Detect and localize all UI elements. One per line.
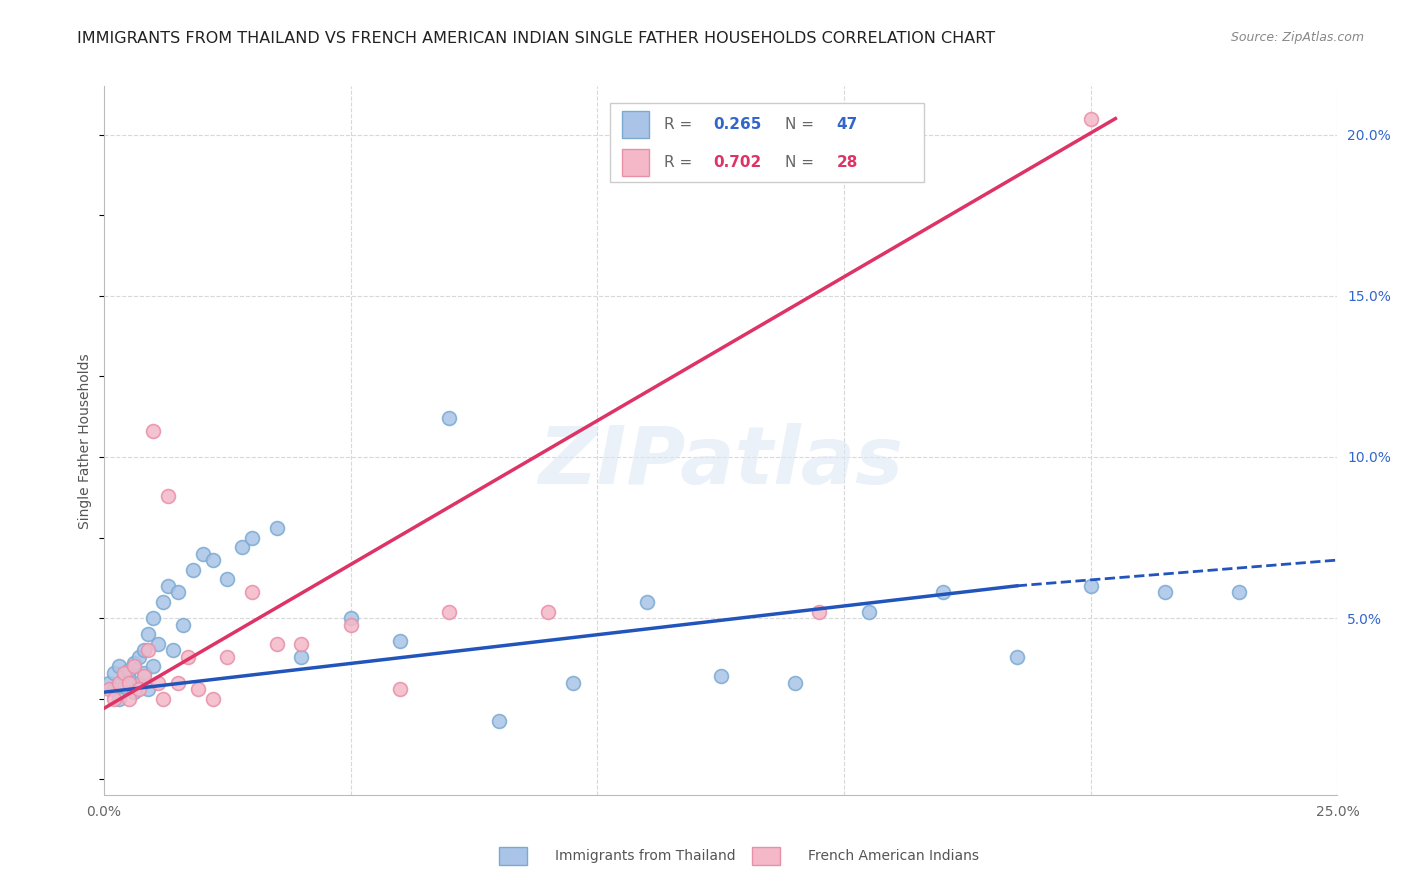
Point <box>148 637 170 651</box>
Point <box>152 691 174 706</box>
Text: 47: 47 <box>837 118 858 132</box>
Point <box>157 579 180 593</box>
Point <box>389 633 412 648</box>
Text: 0.702: 0.702 <box>713 154 762 169</box>
Point <box>201 553 224 567</box>
Point <box>561 675 583 690</box>
Point <box>103 665 125 680</box>
Point <box>1005 649 1028 664</box>
Point <box>266 637 288 651</box>
Point <box>148 675 170 690</box>
Point <box>217 649 239 664</box>
Point <box>128 681 150 696</box>
Point <box>240 531 263 545</box>
Point <box>290 649 312 664</box>
Point <box>157 489 180 503</box>
Point <box>162 643 184 657</box>
Point <box>103 681 125 696</box>
Point <box>122 656 145 670</box>
Point <box>118 675 141 690</box>
Point <box>537 605 560 619</box>
Point <box>98 675 121 690</box>
Point <box>439 605 461 619</box>
Point <box>1080 579 1102 593</box>
Point <box>240 585 263 599</box>
Point <box>389 681 412 696</box>
Text: N =: N = <box>785 154 818 169</box>
Point <box>128 649 150 664</box>
Point <box>112 665 135 680</box>
Point <box>142 424 165 438</box>
Text: ZIPatlas: ZIPatlas <box>538 423 903 501</box>
Bar <box>621 112 650 138</box>
Point <box>112 679 135 693</box>
Point <box>112 669 135 683</box>
Point <box>488 714 510 728</box>
Text: 28: 28 <box>837 154 858 169</box>
Point <box>439 411 461 425</box>
Point <box>152 595 174 609</box>
Text: R =: R = <box>664 154 697 169</box>
Point <box>122 659 145 673</box>
Point <box>1153 585 1175 599</box>
Point <box>108 659 131 673</box>
Point <box>132 643 155 657</box>
Bar <box>621 149 650 176</box>
Point <box>132 669 155 683</box>
Text: Immigrants from Thailand: Immigrants from Thailand <box>555 849 735 863</box>
Point <box>710 669 733 683</box>
Point <box>1227 585 1250 599</box>
Point <box>339 611 361 625</box>
Text: IMMIGRANTS FROM THAILAND VS FRENCH AMERICAN INDIAN SINGLE FATHER HOUSEHOLDS CORR: IMMIGRANTS FROM THAILAND VS FRENCH AMERI… <box>77 31 995 46</box>
Point <box>181 563 204 577</box>
Point <box>266 521 288 535</box>
Point <box>167 675 190 690</box>
Point <box>128 675 150 690</box>
Point <box>98 681 121 696</box>
Point <box>177 649 200 664</box>
Point <box>231 540 253 554</box>
Point <box>187 681 209 696</box>
Point <box>142 659 165 673</box>
Point <box>290 637 312 651</box>
Point <box>118 691 141 706</box>
FancyBboxPatch shape <box>610 103 924 182</box>
Point <box>167 585 190 599</box>
Point <box>217 573 239 587</box>
Point <box>118 663 141 677</box>
Point <box>191 547 214 561</box>
Point <box>108 675 131 690</box>
Point <box>808 605 831 619</box>
Point <box>142 611 165 625</box>
Text: 0.265: 0.265 <box>713 118 762 132</box>
Point <box>1080 112 1102 126</box>
Text: N =: N = <box>785 118 818 132</box>
Point <box>201 691 224 706</box>
Point <box>122 685 145 699</box>
Point <box>339 617 361 632</box>
Point <box>138 681 160 696</box>
Point <box>932 585 955 599</box>
Y-axis label: Single Father Households: Single Father Households <box>79 353 93 529</box>
Point <box>132 665 155 680</box>
Point <box>118 673 141 687</box>
Point <box>138 627 160 641</box>
Point <box>172 617 194 632</box>
Text: Source: ZipAtlas.com: Source: ZipAtlas.com <box>1230 31 1364 45</box>
Text: R =: R = <box>664 118 697 132</box>
Point <box>858 605 880 619</box>
Text: French American Indians: French American Indians <box>808 849 980 863</box>
Point <box>636 595 658 609</box>
Point <box>108 691 131 706</box>
Point <box>783 675 806 690</box>
Point <box>138 643 160 657</box>
Point <box>103 691 125 706</box>
